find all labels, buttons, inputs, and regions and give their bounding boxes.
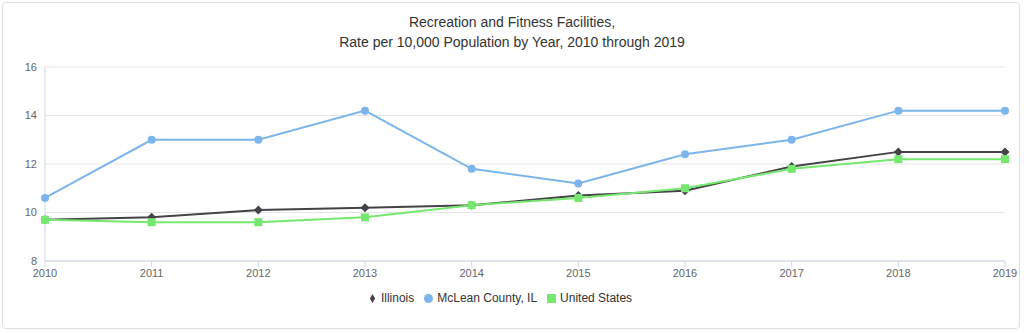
svg-text:8: 8 [31, 255, 37, 267]
svg-text:2017: 2017 [779, 267, 803, 279]
svg-text:16: 16 [25, 61, 37, 73]
svg-text:2018: 2018 [886, 267, 910, 279]
svg-text:2016: 2016 [673, 267, 697, 279]
svg-text:2019: 2019 [993, 267, 1016, 279]
svg-text:2014: 2014 [459, 267, 483, 279]
html-text:Illinois: Illinois [380, 291, 415, 305]
svg-text:14: 14 [25, 109, 37, 121]
html-text:Rate per 10,000 Population by: Rate per 10,000 Population by Year, 2010… [339, 34, 685, 50]
html-text:McLean County, IL: McLean County, IL [437, 291, 538, 305]
svg-text:2015: 2015 [566, 267, 590, 279]
html-text:United States: United States [560, 291, 633, 305]
html-text:Recreation and Fitness Facilit: Recreation and Fitness Facilities, [408, 14, 616, 30]
svg-text:10: 10 [25, 206, 37, 218]
svg-text:12: 12 [25, 158, 37, 170]
svg-text:2013: 2013 [353, 267, 377, 279]
svg-text:2010: 2010 [33, 267, 57, 279]
svg-text:2012: 2012 [246, 267, 270, 279]
svg-text:2011: 2011 [140, 267, 164, 279]
